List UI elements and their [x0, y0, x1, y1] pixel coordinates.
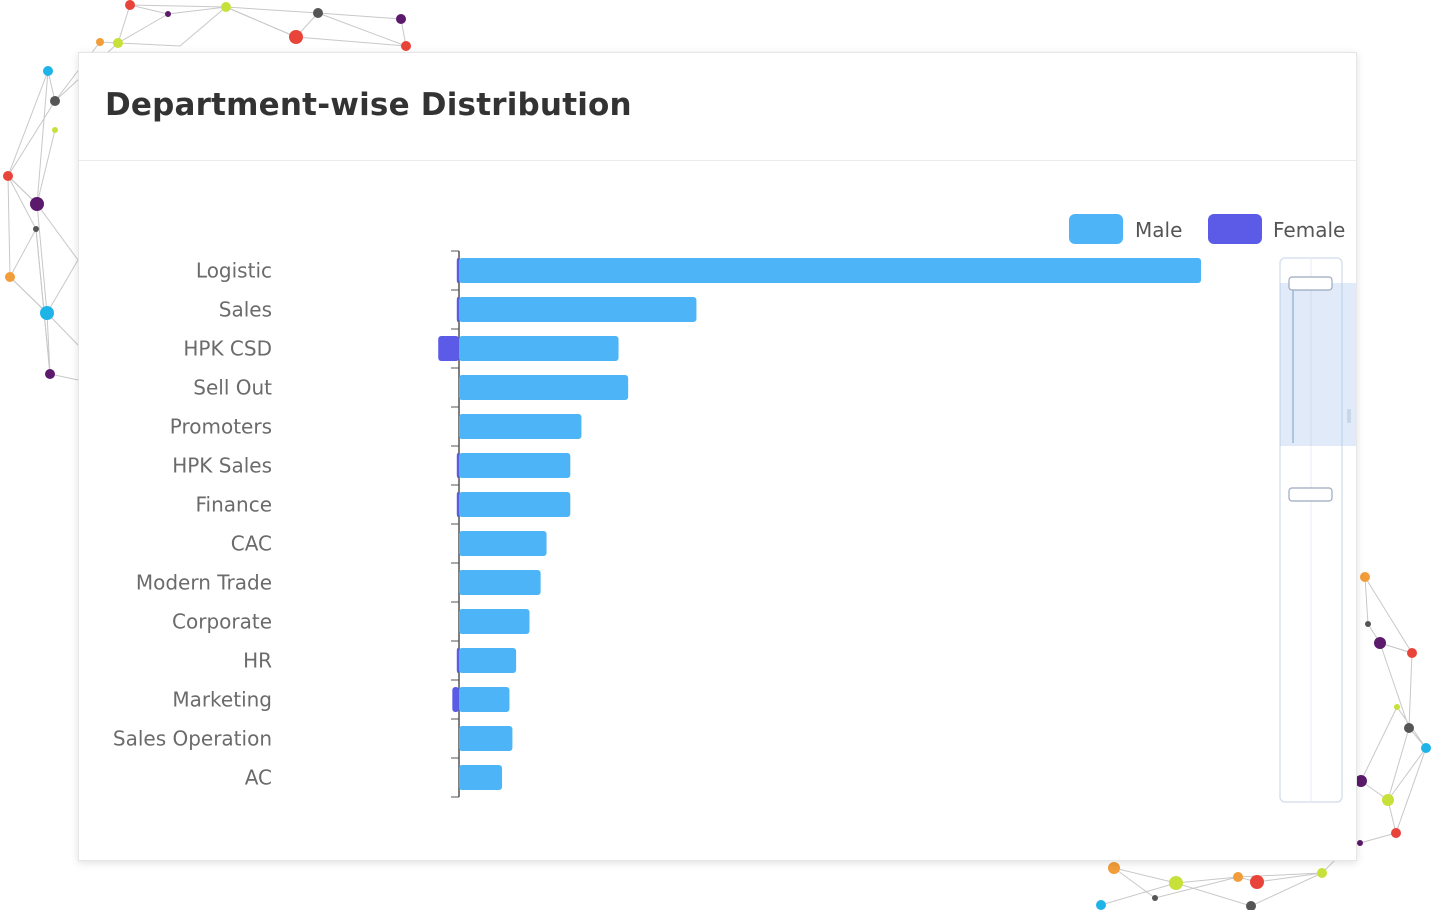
- chart-card: Department-wise Distribution Logistic Sal…: [78, 52, 1357, 861]
- zoom-slider-selection[interactable]: [1280, 283, 1356, 446]
- bar-male[interactable]: [459, 765, 503, 790]
- bar-male[interactable]: [459, 414, 582, 439]
- category-label: HR: [243, 649, 272, 673]
- legend-label[interactable]: Male: [1135, 218, 1182, 242]
- category-label: Sales Operation: [113, 727, 272, 751]
- bar-female[interactable]: [438, 336, 459, 361]
- bar-female[interactable]: [456, 648, 459, 673]
- category-label: Sell Out: [193, 376, 272, 400]
- category-label: Marketing: [172, 688, 272, 712]
- category-label: AC: [245, 766, 272, 790]
- category-label: CAC: [231, 532, 272, 556]
- category-label: HPK CSD: [183, 337, 272, 361]
- legend-swatch[interactable]: [1208, 214, 1262, 244]
- bar-male[interactable]: [459, 375, 629, 400]
- zoom-handle-top[interactable]: [1288, 276, 1333, 291]
- category-label: Sales: [219, 298, 272, 322]
- card-title: Department-wise Distribution: [105, 87, 632, 123]
- bar-male[interactable]: [459, 687, 510, 712]
- card-header: Department-wise Distribution: [79, 53, 1356, 161]
- bar-male[interactable]: [459, 297, 697, 322]
- bar-female[interactable]: [456, 297, 459, 322]
- category-label: Corporate: [172, 610, 272, 634]
- bar-female[interactable]: [456, 453, 459, 478]
- bar-male[interactable]: [459, 648, 517, 673]
- category-label: Finance: [195, 493, 272, 517]
- bar-male[interactable]: [459, 258, 1201, 283]
- bar-male[interactable]: [459, 726, 513, 751]
- legend-swatch[interactable]: [1069, 214, 1123, 244]
- category-label: Logistic: [196, 259, 272, 283]
- bar-male[interactable]: [459, 453, 571, 478]
- bar-female[interactable]: [456, 492, 459, 517]
- bar-male[interactable]: [459, 609, 530, 634]
- zoom-drag-grip[interactable]: [1347, 409, 1351, 423]
- legend-label[interactable]: Female: [1273, 218, 1345, 242]
- category-label: Promoters: [170, 415, 272, 439]
- bar-male[interactable]: [459, 531, 547, 556]
- category-label: Modern Trade: [136, 571, 272, 595]
- bar-male[interactable]: [459, 492, 571, 517]
- bar-female[interactable]: [452, 687, 459, 712]
- category-label: HPK Sales: [172, 454, 272, 478]
- bar-male[interactable]: [459, 336, 619, 361]
- bar-male[interactable]: [459, 570, 541, 595]
- bar-female[interactable]: [456, 258, 459, 283]
- zoom-handle-bottom[interactable]: [1288, 487, 1333, 502]
- department-bar-chart: Logistic Sales HPK CSD Sell Out Promoters HPK…: [113, 214, 1356, 803]
